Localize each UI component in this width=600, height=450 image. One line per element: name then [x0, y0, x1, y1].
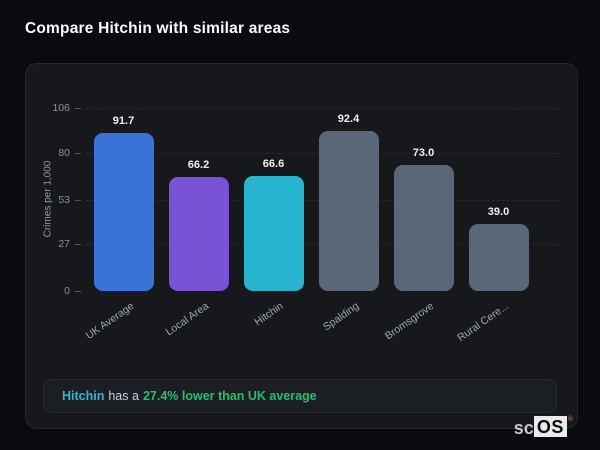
y-tick-label: 53: [58, 193, 70, 206]
scos-logo: sc OS ®: [514, 416, 573, 437]
bar-slot-hitchin: 66.6 Hitchin: [236, 108, 311, 328]
bar-slot-spalding: 92.4 Spalding: [311, 108, 386, 333]
y-tick-mark: [75, 291, 81, 292]
bar-slot-rural-cere: 39.0 Rural Cere...: [455, 108, 536, 344]
bar-slot-local-area: 66.2 Local Area: [161, 108, 236, 338]
bar-value-label: 92.4: [337, 113, 360, 126]
bar-uk-average[interactable]: [93, 132, 154, 291]
bar-value-label: 73.0: [412, 146, 435, 159]
note-area-label: Hitchin: [62, 389, 105, 403]
y-tick-label: 27: [58, 238, 70, 251]
y-tick-mark: [75, 244, 81, 246]
y-tick-mark: [75, 108, 81, 109]
logo-prefix: sc: [513, 418, 534, 438]
y-tick-label: 80: [58, 146, 70, 159]
logo-suffix: OS: [533, 416, 567, 437]
x-tick-label: Hitchin: [252, 300, 286, 329]
x-tick-label: Bromsgrove: [382, 300, 436, 343]
bars-container: 91.7 UK Average 66.2 Local Area 66.6 Hitchin 9…: [83, 108, 536, 344]
page-title: Compare Hitchin with similar areas: [25, 20, 291, 37]
registered-mark: ®: [567, 416, 573, 423]
y-tick-mark: [75, 152, 81, 154]
bar-hitchin[interactable]: [243, 176, 304, 291]
note-highlight-text: 27.4% lower than UK average: [142, 389, 317, 403]
x-tick-label: Spalding: [320, 300, 361, 334]
y-tick-label: 106: [52, 102, 70, 114]
x-tick-label: Rural Cere...: [455, 300, 511, 345]
y-tick-label: 0: [64, 285, 70, 297]
bar-slot-uk-average: 91.7 UK Average: [83, 108, 161, 342]
x-tick-label: UK Average: [83, 300, 136, 342]
bar-slot-bromsgrove: 73.0 Bromsgrove: [383, 108, 461, 342]
bar-value-label: 39.0: [487, 205, 510, 218]
chart-panel: Crimes per 1,000 0 27 53 80 106 91.7 UK Averag…: [25, 63, 578, 429]
y-tick-mark: [75, 199, 81, 201]
bar-spalding[interactable]: [318, 131, 379, 291]
bar-local-area[interactable]: [168, 176, 229, 291]
bar-value-label: 66.6: [262, 158, 285, 171]
x-tick-label: Local Area: [163, 300, 211, 339]
gridline-106: [86, 108, 560, 109]
bar-value-label: 66.2: [187, 158, 210, 171]
y-axis-label: Crimes per 1,000: [42, 160, 54, 238]
bar-bromsgrove[interactable]: [393, 164, 454, 291]
summary-note: Hitchin has a 27.4% lower than UK averag…: [43, 379, 557, 413]
note-middle-text: has a: [108, 389, 139, 403]
bar-rural-cere[interactable]: [468, 223, 529, 291]
plot-area: 0 27 53 80 106 91.7 UK Average 66.2 Local Area 66…: [52, 102, 560, 344]
bar-value-label: 91.7: [112, 114, 135, 127]
